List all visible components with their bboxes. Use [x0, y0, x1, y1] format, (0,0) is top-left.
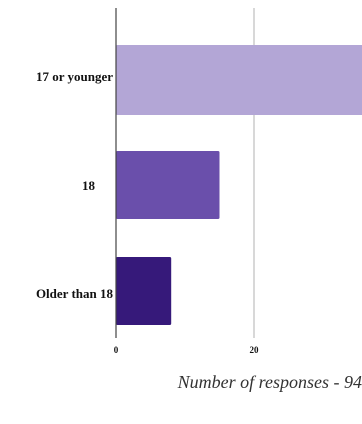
category-label-2: Older than 18 — [36, 286, 114, 301]
category-label-1: 18 — [82, 178, 96, 193]
tick-label-0: 0 — [114, 345, 119, 355]
tick-label-20: 20 — [250, 345, 260, 355]
category-label-0: 17 or younger — [36, 69, 113, 84]
bars — [116, 45, 362, 325]
bar-0 — [116, 45, 362, 115]
x-axis-title: Number of responses - 94 — [177, 372, 362, 392]
tick-labels: 0 20 — [114, 345, 259, 355]
category-labels: 17 or younger 18 Older than 18 — [36, 69, 114, 301]
bar-2 — [116, 257, 172, 325]
bar-1 — [116, 151, 220, 219]
